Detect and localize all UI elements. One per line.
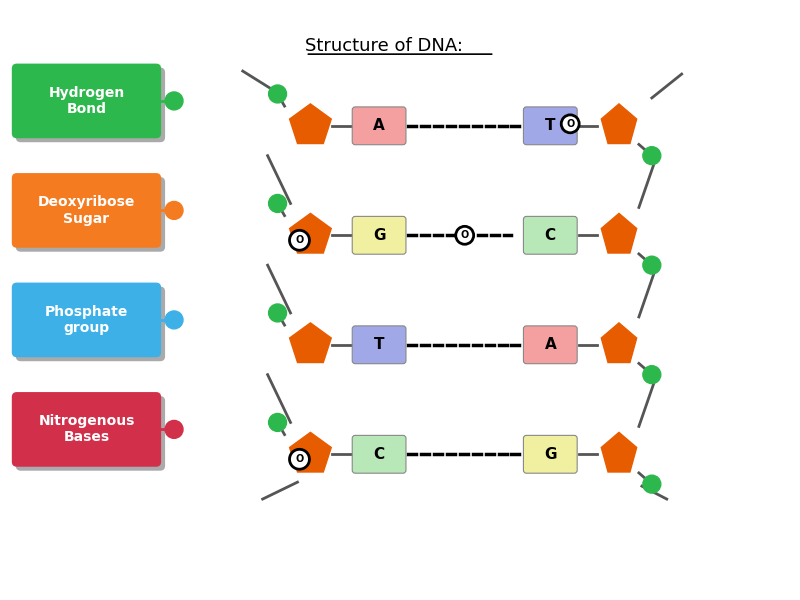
FancyBboxPatch shape	[12, 392, 161, 467]
FancyBboxPatch shape	[16, 396, 165, 471]
Circle shape	[290, 230, 310, 250]
Circle shape	[562, 115, 579, 133]
Circle shape	[290, 449, 310, 469]
Text: G: G	[544, 447, 557, 462]
Polygon shape	[602, 214, 637, 253]
Text: A: A	[374, 118, 385, 133]
Text: O: O	[461, 230, 469, 241]
FancyBboxPatch shape	[12, 64, 161, 138]
Circle shape	[269, 413, 286, 431]
Circle shape	[165, 92, 183, 110]
FancyBboxPatch shape	[16, 287, 165, 361]
Circle shape	[643, 365, 661, 383]
Circle shape	[269, 194, 286, 212]
Circle shape	[269, 85, 286, 103]
FancyBboxPatch shape	[352, 107, 406, 145]
Text: C: C	[545, 228, 556, 243]
Text: O: O	[295, 454, 303, 464]
Circle shape	[165, 202, 183, 220]
FancyBboxPatch shape	[523, 217, 577, 254]
Text: C: C	[374, 447, 385, 462]
Polygon shape	[290, 214, 331, 253]
Text: T: T	[374, 337, 384, 352]
Text: Phosphate
group: Phosphate group	[45, 305, 128, 335]
Text: Nitrogenous
Bases: Nitrogenous Bases	[38, 414, 134, 445]
Text: T: T	[545, 118, 555, 133]
FancyBboxPatch shape	[523, 326, 577, 364]
Polygon shape	[290, 323, 331, 362]
Circle shape	[643, 475, 661, 493]
Text: Deoxyribose
Sugar: Deoxyribose Sugar	[38, 196, 135, 226]
Polygon shape	[602, 323, 637, 362]
Circle shape	[456, 226, 474, 244]
Circle shape	[643, 147, 661, 164]
Circle shape	[165, 421, 183, 439]
Polygon shape	[602, 433, 637, 472]
FancyBboxPatch shape	[352, 436, 406, 473]
FancyBboxPatch shape	[523, 436, 577, 473]
Text: G: G	[373, 228, 386, 243]
Text: O: O	[295, 235, 303, 245]
Circle shape	[269, 304, 286, 322]
FancyBboxPatch shape	[12, 173, 161, 248]
Polygon shape	[602, 104, 637, 143]
Circle shape	[643, 256, 661, 274]
FancyBboxPatch shape	[16, 177, 165, 252]
FancyBboxPatch shape	[16, 68, 165, 142]
Text: Hydrogen
Bond: Hydrogen Bond	[48, 86, 125, 116]
FancyBboxPatch shape	[523, 107, 577, 145]
Circle shape	[165, 311, 183, 329]
FancyBboxPatch shape	[352, 217, 406, 254]
Text: Structure of DNA:: Structure of DNA:	[306, 37, 463, 55]
Text: A: A	[545, 337, 556, 352]
FancyBboxPatch shape	[352, 326, 406, 364]
Text: O: O	[566, 119, 574, 129]
Polygon shape	[290, 104, 331, 143]
Polygon shape	[290, 433, 331, 472]
FancyBboxPatch shape	[12, 283, 161, 357]
